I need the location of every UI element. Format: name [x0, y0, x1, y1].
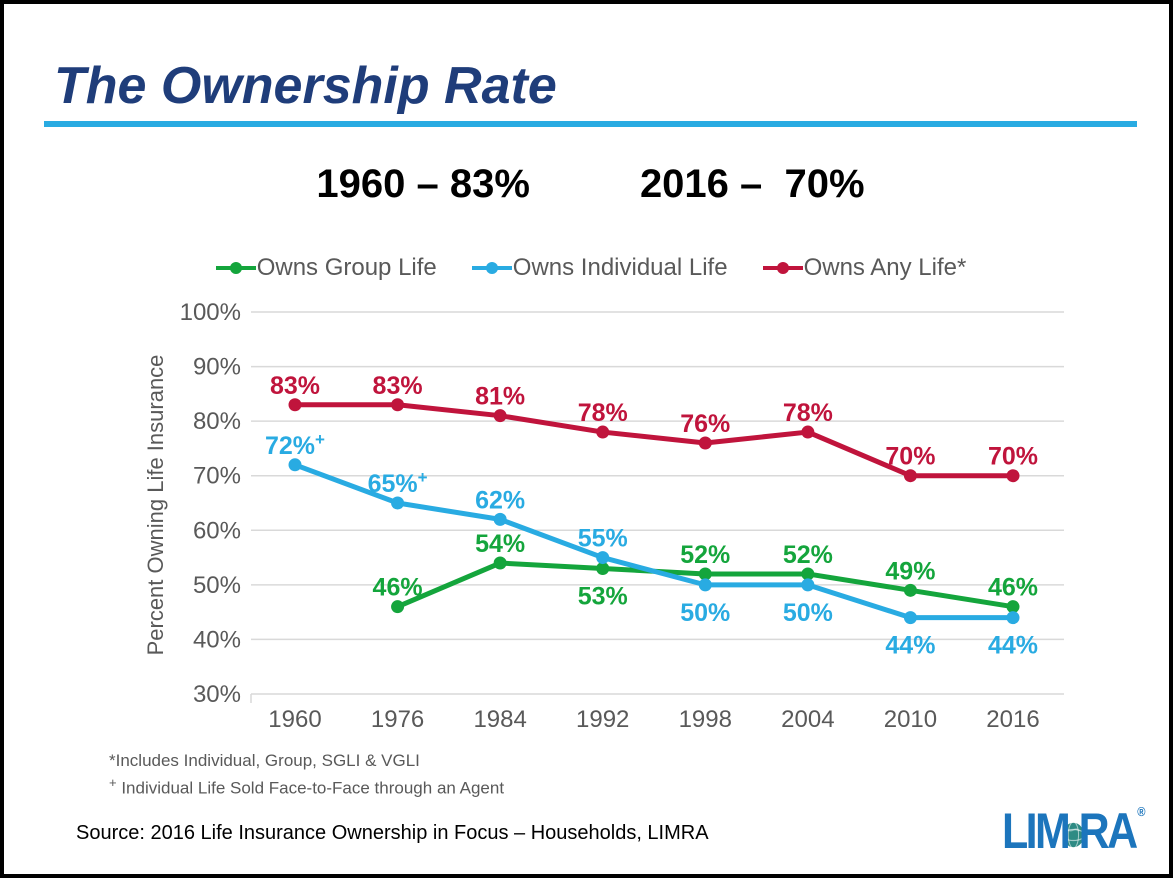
- data-label: 46%: [373, 574, 423, 602]
- data-label: 49%: [885, 557, 935, 585]
- series-line: [292, 462, 1016, 621]
- data-label: 55%: [578, 525, 628, 553]
- y-tick-label: 70%: [193, 463, 241, 490]
- series-line: [292, 402, 1016, 479]
- data-point: [391, 600, 405, 614]
- data-label: 65%+: [368, 468, 428, 498]
- data-point: [698, 436, 712, 450]
- limra-logo: LIM RA ®: [1002, 802, 1146, 862]
- page-title: The Ownership Rate: [54, 57, 557, 115]
- x-tick-label: 2016: [986, 706, 1039, 733]
- x-tick-label: 1976: [371, 706, 424, 733]
- data-label: 53%: [578, 582, 628, 610]
- data-point: [596, 425, 610, 439]
- data-label: 44%: [988, 632, 1038, 660]
- x-tick-label: 1998: [679, 706, 732, 733]
- data-point: [801, 425, 815, 439]
- y-tick-label: 100%: [180, 299, 241, 326]
- data-label: 81%: [475, 383, 525, 411]
- legend-item: Owns Individual Life: [471, 254, 728, 282]
- footnote-plus-symbol: +: [109, 775, 117, 790]
- data-point: [698, 567, 712, 581]
- data-label: 46%: [988, 574, 1038, 602]
- headline-stats: 1960 – 83% 2016 – 70%: [4, 162, 1169, 207]
- chart-legend: Owns Group Life Owns Individual Life Owns …: [4, 254, 1169, 282]
- globe-icon: [1061, 804, 1087, 862]
- data-label: 70%: [885, 443, 935, 471]
- source-text: Source: 2016 Life Insurance Ownership in…: [76, 822, 709, 844]
- legend-label: Owns Individual Life: [512, 254, 728, 281]
- x-tick-label: 2004: [781, 706, 834, 733]
- legend-label: Owns Group Life: [256, 254, 437, 281]
- registered-mark: ®: [1137, 804, 1146, 819]
- footnotes: *Includes Individual, Group, SGLI & VGLI…: [109, 750, 504, 800]
- x-tick-label: 2010: [884, 706, 937, 733]
- legend-marker-icon: [471, 262, 512, 274]
- data-label: 83%: [270, 372, 320, 400]
- y-tick-label: 40%: [193, 626, 241, 653]
- y-tick-label: 80%: [193, 408, 241, 435]
- data-point: [801, 567, 815, 581]
- footnote-plus: + Individual Life Sold Face-to-Face thro…: [109, 775, 505, 798]
- data-label: 50%: [680, 599, 730, 627]
- data-point: [288, 458, 302, 472]
- line-chart: 100% 90% 80% 70% 60% 50% 40% 30% 1960 1976 1984 199…: [180, 299, 1064, 733]
- y-tick-label: 30%: [193, 681, 241, 708]
- data-point: [903, 583, 917, 597]
- limra-logo-text-left: LIM: [1002, 803, 1071, 859]
- x-tick-label: 1960: [268, 706, 321, 733]
- data-point: [1006, 469, 1020, 483]
- data-point: [493, 556, 507, 570]
- y-tick-label: 90%: [193, 354, 241, 381]
- data-label: 50%: [783, 599, 833, 627]
- data-point: [903, 469, 917, 483]
- data-point: [288, 398, 302, 412]
- title-underline: [44, 121, 1137, 127]
- data-label: 54%: [475, 530, 525, 558]
- data-label: 72%+: [265, 430, 325, 460]
- data-point: [493, 409, 507, 423]
- legend-marker-icon: [215, 262, 256, 274]
- data-point: [596, 551, 610, 565]
- data-point: [596, 561, 610, 575]
- data-label: 76%: [680, 410, 730, 438]
- data-label: 70%: [988, 443, 1038, 471]
- data-label: 62%: [475, 486, 525, 514]
- data-point: [1006, 600, 1020, 614]
- data-point: [1006, 611, 1020, 625]
- data-label: 52%: [680, 541, 730, 569]
- legend-marker-icon: [762, 262, 803, 274]
- limra-logo-text-right: RA: [1078, 803, 1139, 859]
- data-point: [801, 578, 815, 592]
- y-tick-label: 60%: [193, 517, 241, 544]
- data-point: [903, 611, 917, 625]
- legend-label: Owns Any Life*: [803, 254, 967, 281]
- y-tick-label: 50%: [193, 572, 241, 599]
- data-label: 52%: [783, 541, 833, 569]
- data-point: [698, 578, 712, 592]
- legend-item: Owns Group Life: [215, 254, 437, 282]
- data-point: [493, 512, 507, 526]
- data-point: [391, 496, 405, 510]
- data-label: 83%: [373, 372, 423, 400]
- data-label: 44%: [885, 632, 935, 660]
- x-tick-label: 1992: [576, 706, 629, 733]
- data-point: [391, 398, 405, 412]
- data-label: 78%: [578, 399, 628, 427]
- x-tick-label: 1984: [473, 706, 526, 733]
- data-label: 78%: [783, 399, 833, 427]
- stat-2016: 2016 – 70%: [639, 162, 865, 206]
- legend-item: Owns Any Life*: [762, 254, 967, 282]
- stat-1960: 1960 – 83%: [316, 162, 530, 206]
- footnote-asterisk: *Includes Individual, Group, SGLI & VGLI: [109, 751, 420, 770]
